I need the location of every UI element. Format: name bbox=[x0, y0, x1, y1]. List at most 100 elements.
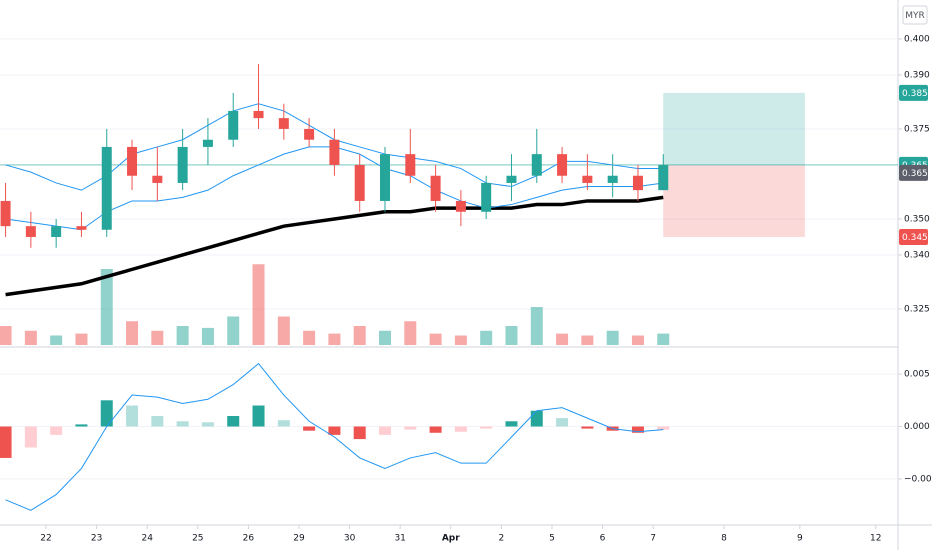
x-tick-label: 6 bbox=[600, 534, 606, 544]
price-tag-label: 0.365 bbox=[902, 169, 928, 179]
target-zone bbox=[663, 92, 805, 165]
volume-bar bbox=[151, 330, 164, 345]
y-tick-label: 0.400 bbox=[904, 34, 930, 44]
price-tag bbox=[899, 164, 928, 181]
volume-bar bbox=[100, 269, 113, 345]
x-tick-label: 25 bbox=[192, 534, 203, 544]
x-tick-label: 29 bbox=[293, 534, 305, 544]
volume-bar bbox=[303, 330, 316, 345]
currency: MYR bbox=[905, 11, 925, 21]
candle-body bbox=[253, 110, 264, 119]
histogram-bar bbox=[404, 426, 417, 430]
histogram-bar bbox=[454, 426, 467, 432]
price-tag-label: 0.345 bbox=[902, 233, 928, 243]
x-tick-label: 23 bbox=[91, 534, 102, 544]
price-tag bbox=[899, 228, 928, 245]
candle-body bbox=[430, 175, 441, 201]
x-tick-label: Apr bbox=[442, 534, 460, 544]
volume-bar bbox=[252, 264, 265, 345]
candle-body bbox=[51, 226, 62, 237]
volume-bar bbox=[353, 326, 366, 345]
histogram-bar bbox=[227, 416, 240, 427]
candle-body bbox=[202, 139, 213, 147]
candle-body bbox=[405, 154, 416, 176]
currency-box[interactable] bbox=[902, 5, 928, 25]
x-tick-label: 24 bbox=[141, 534, 153, 544]
histogram-bar bbox=[379, 426, 392, 435]
candle-body bbox=[632, 175, 643, 191]
x-tick-label: 30 bbox=[344, 534, 356, 544]
histogram-bar bbox=[50, 426, 63, 435]
histogram-bar bbox=[151, 416, 164, 427]
y-tick-label: 0.375 bbox=[904, 124, 930, 134]
candle-body bbox=[582, 175, 593, 183]
volume-bar bbox=[606, 330, 619, 345]
volume-bar bbox=[429, 333, 442, 345]
histogram-bar bbox=[252, 405, 265, 427]
volume-bar bbox=[0, 326, 12, 345]
histogram-bar bbox=[505, 421, 518, 427]
candle-body bbox=[506, 175, 517, 183]
histogram-bar bbox=[556, 418, 569, 427]
histogram-bar bbox=[201, 422, 214, 427]
y-tick-label: 0.325 bbox=[904, 304, 930, 314]
candle-body bbox=[25, 226, 36, 237]
volume-bar bbox=[404, 321, 417, 345]
histogram-bar bbox=[581, 426, 594, 429]
candle-body bbox=[354, 164, 365, 201]
volume-bar bbox=[126, 321, 139, 345]
candle-body bbox=[0, 200, 11, 227]
volume-bar bbox=[50, 335, 63, 345]
candle-body bbox=[76, 226, 87, 230]
histogram-bar bbox=[657, 426, 670, 430]
x-tick-label: 26 bbox=[243, 534, 255, 544]
volume-bar bbox=[631, 335, 644, 345]
histogram-bar bbox=[24, 426, 37, 448]
volume-bar bbox=[24, 330, 37, 345]
volume-bar bbox=[75, 333, 88, 345]
x-tick-label: 8 bbox=[721, 534, 727, 544]
candle-body bbox=[152, 175, 163, 183]
x-tick-label: 9 bbox=[797, 534, 803, 544]
macd-line bbox=[5, 362, 664, 511]
volume-bar bbox=[505, 326, 518, 345]
histogram-bar bbox=[429, 426, 442, 433]
x-tick-label: 5 bbox=[549, 534, 555, 544]
volume-bar bbox=[657, 333, 670, 345]
x-tick-label: 22 bbox=[40, 534, 51, 544]
histogram-bar bbox=[530, 410, 543, 427]
volume-bar bbox=[201, 327, 214, 345]
y-tick-label: 0.005 bbox=[904, 370, 930, 380]
candle-body bbox=[557, 154, 568, 176]
volume-bar bbox=[176, 326, 189, 345]
candle-body bbox=[481, 182, 492, 212]
candle-body bbox=[101, 146, 112, 230]
x-tick-label: 31 bbox=[394, 534, 405, 544]
x-tick-label: 2 bbox=[498, 534, 504, 544]
y-tick-label: 0.350 bbox=[904, 214, 930, 224]
candle-body bbox=[304, 128, 315, 140]
histogram-bar bbox=[75, 424, 88, 427]
candle-body bbox=[228, 110, 239, 140]
y-tick-label: 0.000 bbox=[904, 422, 930, 432]
stop-zone bbox=[663, 164, 805, 237]
histogram-bar bbox=[631, 426, 644, 433]
volume-bar bbox=[581, 335, 594, 345]
candle-body bbox=[127, 146, 138, 176]
histogram-bar bbox=[303, 426, 316, 431]
candle-body bbox=[531, 154, 542, 176]
histogram-bar bbox=[100, 400, 113, 427]
volume-bar bbox=[328, 333, 341, 345]
volume-bar bbox=[379, 330, 392, 345]
candle-body bbox=[380, 154, 391, 201]
x-tick-label: 12 bbox=[870, 534, 881, 544]
x-tick-label: 7 bbox=[650, 534, 656, 544]
y-tick-label: −0.005 bbox=[904, 474, 932, 484]
volume-bar bbox=[277, 316, 290, 345]
histogram-bar bbox=[353, 426, 366, 440]
candle-body bbox=[329, 139, 340, 165]
volume-bar bbox=[454, 335, 467, 345]
indicator-line bbox=[5, 195, 664, 297]
